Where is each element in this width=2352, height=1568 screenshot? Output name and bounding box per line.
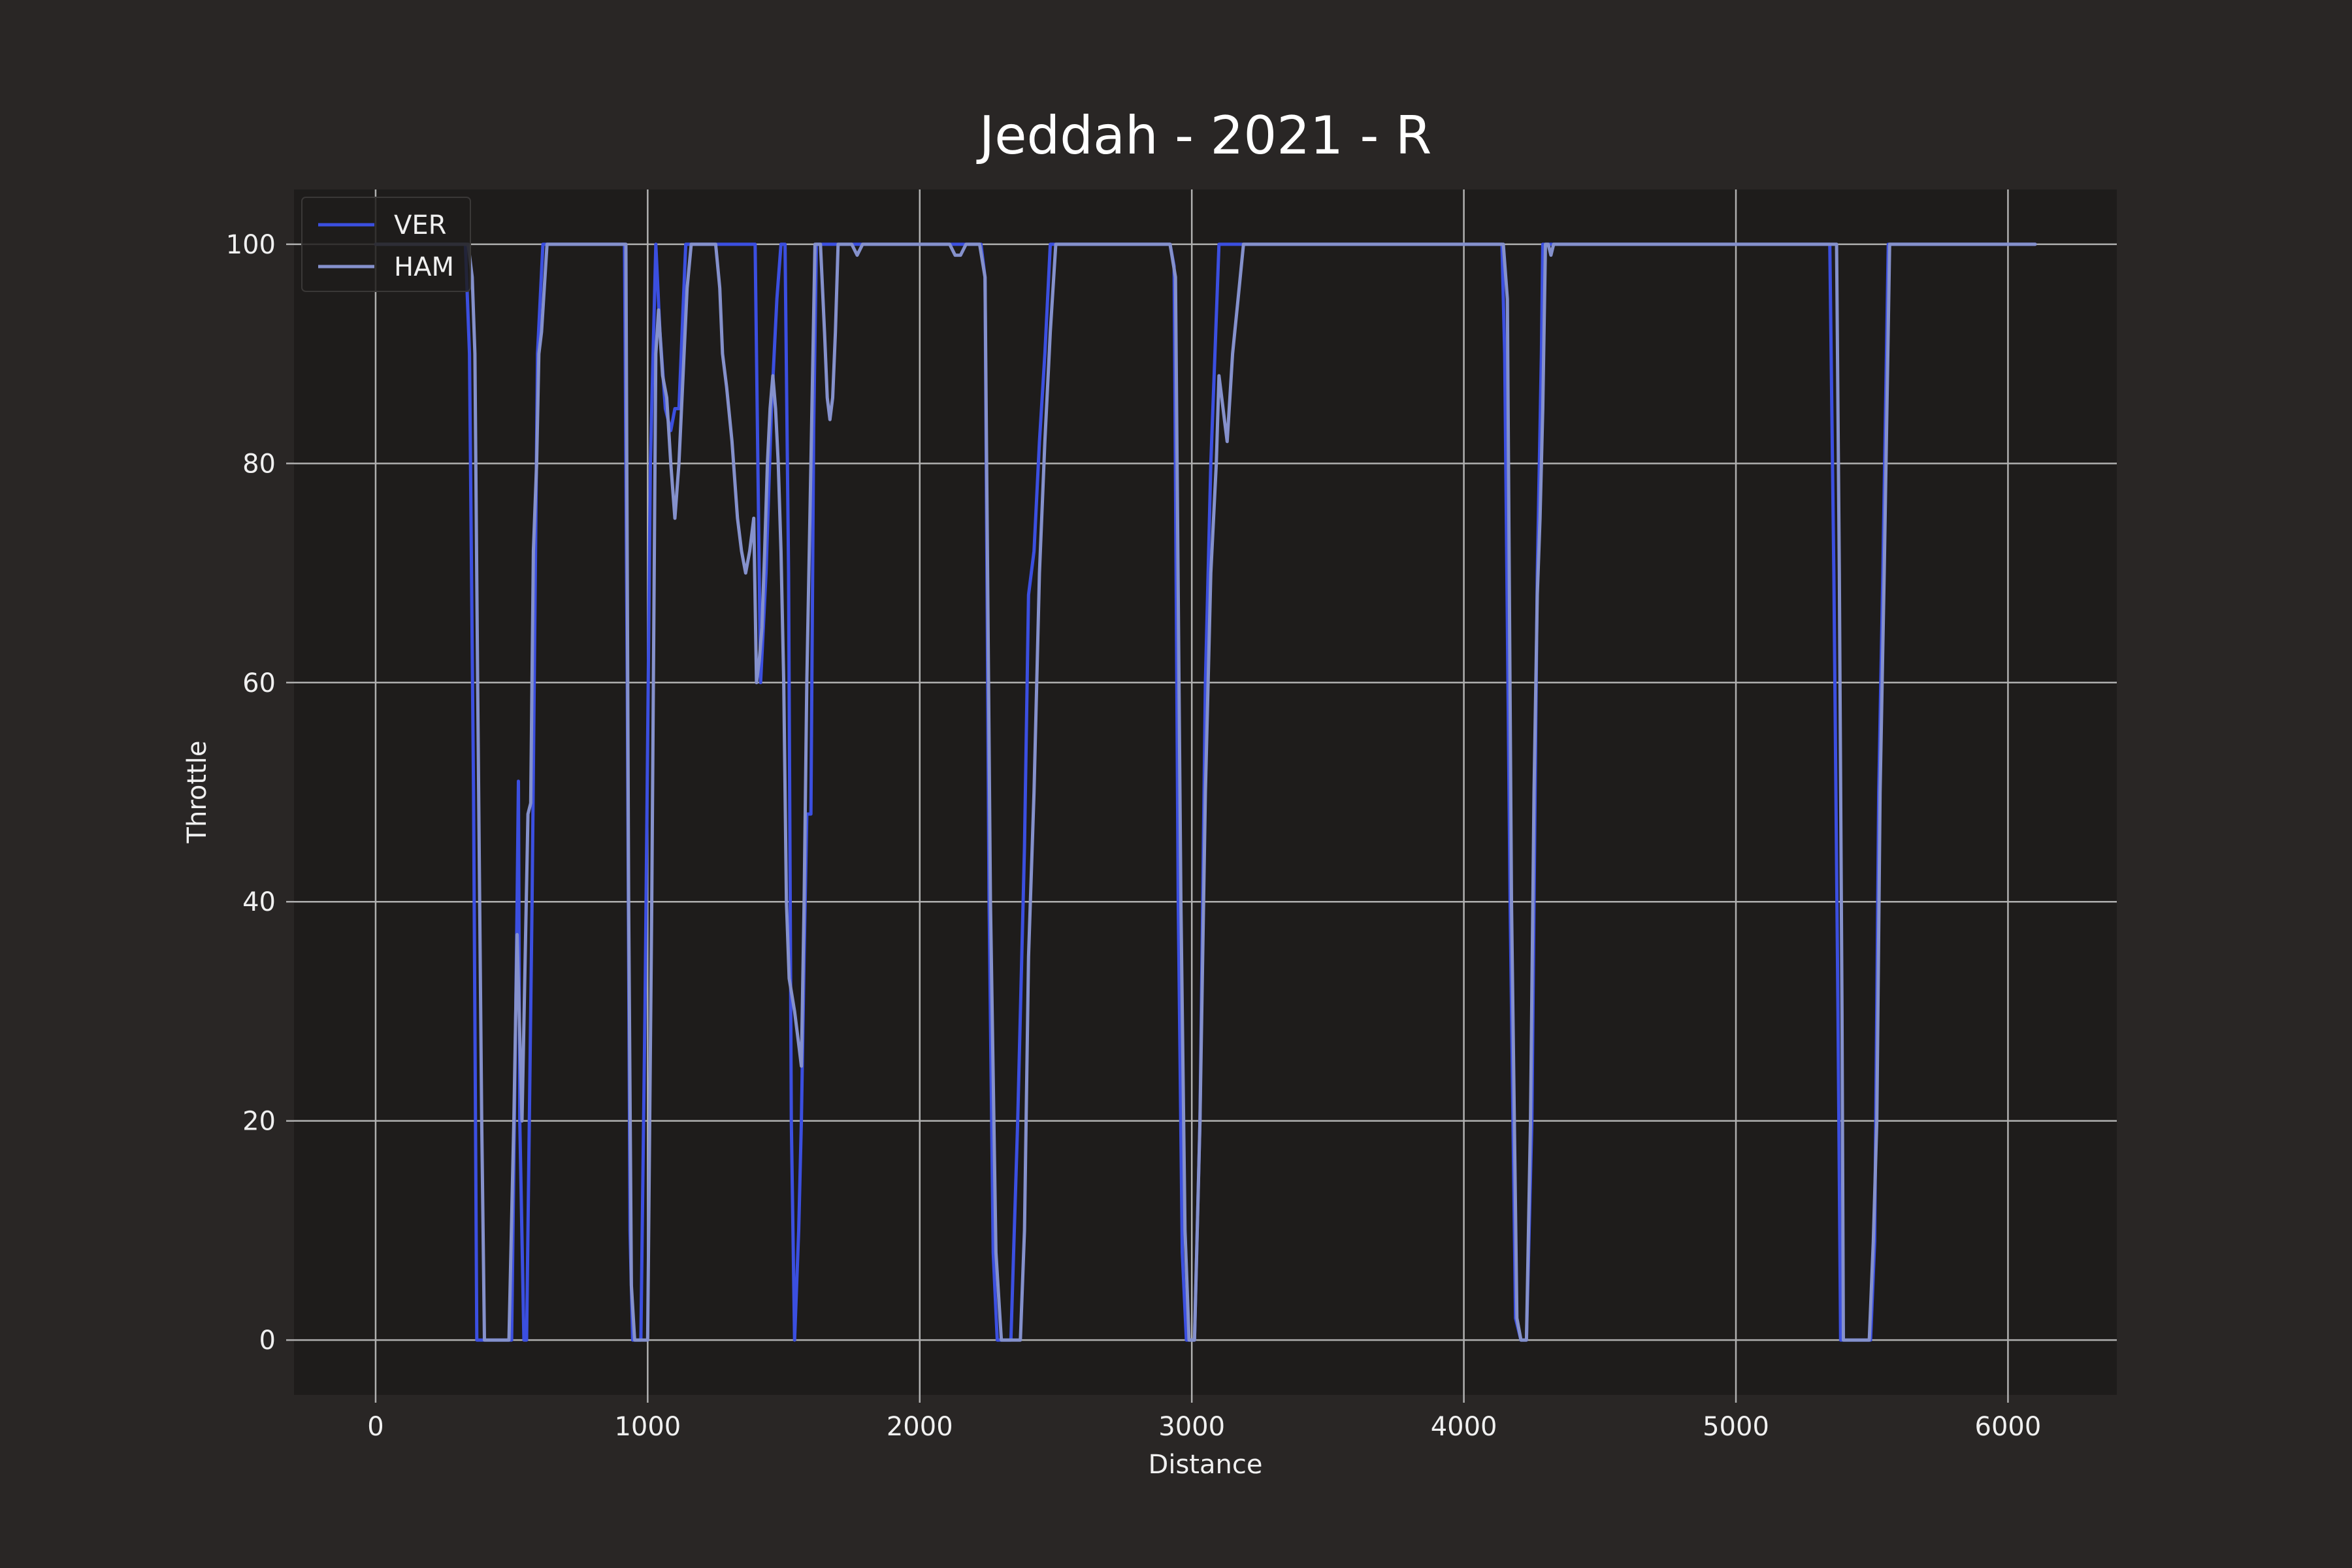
- series-line-ham: [374, 242, 2037, 1342]
- x-tick-label: 0: [367, 1412, 384, 1442]
- y-tick-label: 60: [242, 668, 276, 698]
- x-tick-label: 2000: [887, 1412, 953, 1442]
- y-tick-label: 80: [242, 449, 276, 479]
- series-lines: [374, 242, 2037, 1342]
- legend: VER HAM: [301, 197, 471, 292]
- x-tick-label: 3000: [1158, 1412, 1225, 1442]
- chart-title: Jeddah - 2021 - R: [976, 105, 1432, 166]
- y-tick-label: 0: [259, 1326, 276, 1356]
- legend-label-ver: VER: [394, 210, 446, 240]
- axis-ticks: 0 1000 2000 3000 4000 5000 6000 0 20 40 60 80 100: [226, 230, 2042, 1442]
- x-tick-label: 4000: [1431, 1412, 1497, 1442]
- x-axis-label: Distance: [1149, 1450, 1263, 1480]
- x-tick-label: 5000: [1703, 1412, 1769, 1442]
- y-tick-label: 20: [242, 1107, 276, 1137]
- y-tick-label: 100: [226, 230, 276, 260]
- y-axis-label: Throttle: [182, 741, 212, 844]
- legend-label-ham: HAM: [394, 252, 454, 282]
- y-tick-label: 40: [242, 887, 276, 917]
- x-tick-label: 6000: [1975, 1412, 2042, 1442]
- x-tick-label: 1000: [614, 1412, 681, 1442]
